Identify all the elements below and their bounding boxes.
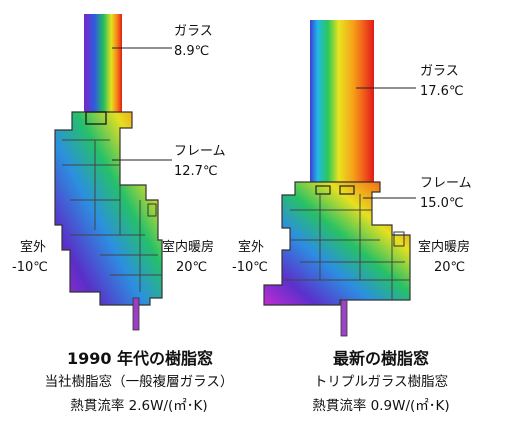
right-frame-temp: 15.0℃: [420, 196, 464, 211]
right-glass-label: ガラス: [420, 64, 459, 79]
right-heat-flow: 熱貫流率 0.9W/(㎡･K): [312, 398, 450, 414]
right-window-section: [263, 20, 411, 337]
left-outdoor-label: 室外: [20, 240, 47, 255]
right-outdoor-temp: -10℃: [232, 260, 268, 275]
leader-lines: [112, 47, 416, 199]
right-glass: [310, 20, 374, 190]
left-frame-label: フレーム: [174, 144, 226, 159]
left-frame-stem: [132, 297, 140, 331]
left-window-section: [54, 14, 163, 331]
right-glass-temp: 17.6℃: [420, 84, 464, 99]
left-frame: [55, 112, 162, 305]
right-caption-subtitle: トリプルガラス樹脂窓: [313, 374, 449, 390]
right-frame: [264, 182, 410, 305]
left-frame-temp: 12.7℃: [174, 164, 218, 179]
left-glass-label: ガラス: [174, 24, 213, 39]
right-outdoor-label: 室外: [238, 240, 265, 255]
left-indoor-label: 室内暖房: [162, 240, 215, 255]
left-caption-title: 1990 年代の樹脂窓: [66, 349, 214, 368]
right-frame-stem: [340, 299, 348, 337]
right-indoor-temp: 20℃: [434, 260, 466, 275]
right-frame-label: フレーム: [420, 176, 472, 191]
left-outdoor-temp: -10℃: [12, 260, 48, 275]
left-glass: [84, 14, 122, 122]
left-indoor-temp: 20℃: [176, 260, 208, 275]
left-caption-subtitle: 当社樹脂窓（一般複層ガラス）: [44, 374, 234, 390]
left-glass-temp: 8.9℃: [174, 44, 210, 59]
left-heat-flow: 熱貫流率 2.6W/(㎡･K): [70, 398, 208, 414]
right-indoor-label: 室内暖房: [418, 240, 471, 255]
right-caption-title: 最新の樹脂窓: [332, 349, 429, 368]
